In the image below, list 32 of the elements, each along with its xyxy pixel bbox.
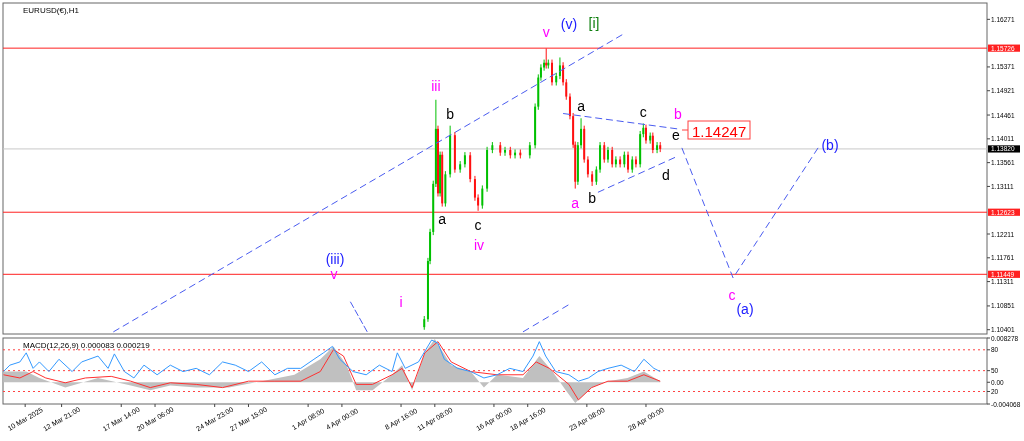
annotation: a [577, 98, 586, 115]
candlestick [611, 146, 614, 168]
annotation: a [571, 194, 580, 211]
annotation: b [446, 105, 455, 122]
annotation: (a) [736, 301, 754, 317]
annotation: (v) [560, 16, 578, 32]
annotation: c [474, 216, 482, 233]
annotation: c [639, 103, 647, 120]
candlestick [469, 151, 472, 183]
annotation: c [728, 287, 736, 303]
candlestick [586, 155, 589, 178]
annotation: [i] [588, 15, 600, 31]
annotation: e [672, 127, 681, 143]
candlestick [627, 151, 630, 174]
annotation: v [542, 24, 550, 41]
annotation: d [662, 167, 670, 183]
candlestick [591, 170, 594, 187]
annotation: i [399, 294, 403, 310]
candlestick [603, 141, 606, 164]
annotation: iv [473, 237, 485, 253]
candlestick [504, 146, 507, 157]
chart-title: EURUSD(€),H1 [23, 6, 80, 15]
annotation: b [588, 189, 597, 206]
annotation: iii [431, 77, 441, 94]
annotation: (b) [821, 137, 839, 153]
annotation: 1.14247 [692, 122, 747, 140]
annotation: b [674, 106, 683, 122]
annotation: a [438, 210, 447, 227]
annotation: (iii) [325, 251, 345, 267]
candlestick [481, 184, 484, 210]
candlestick [595, 165, 598, 186]
candlestick [551, 59, 554, 86]
